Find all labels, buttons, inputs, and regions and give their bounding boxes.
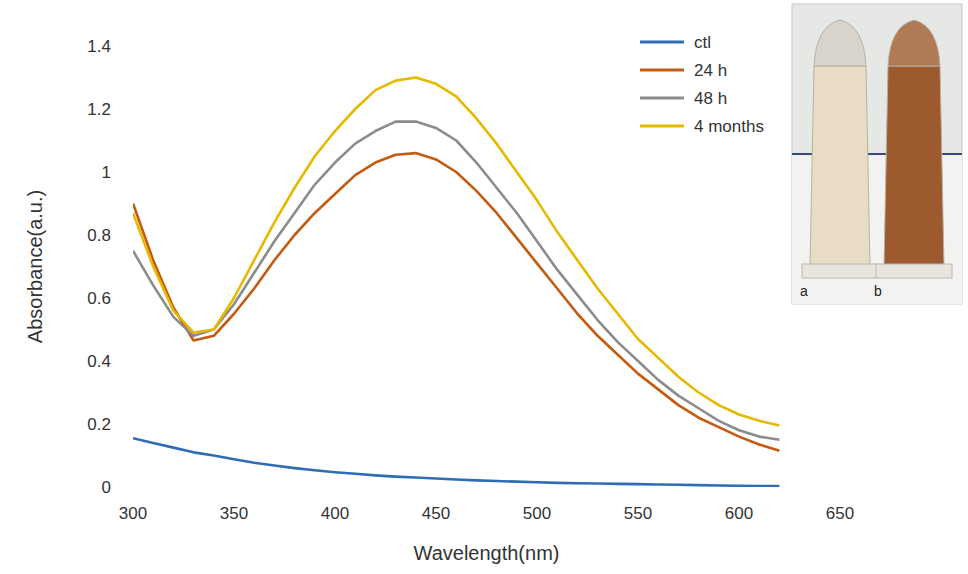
inset-tube-base (802, 264, 878, 278)
inset-tube-cap (888, 20, 940, 66)
series-line (133, 438, 779, 486)
legend-label: 48 h (694, 89, 727, 108)
inset-tube (810, 66, 870, 266)
inset-tube (884, 66, 944, 266)
inset-background (792, 4, 962, 304)
background (0, 0, 968, 574)
legend-swatch (640, 41, 684, 44)
series-line (133, 122, 779, 440)
x-tick-label: 450 (422, 504, 450, 523)
legend-label: ctl (694, 33, 711, 52)
x-tick-label: 350 (220, 504, 248, 523)
inset-label: b (874, 283, 882, 299)
y-tick-label: 0.4 (87, 352, 111, 371)
series-line (133, 78, 779, 426)
inset-label: a (800, 283, 808, 299)
y-tick-label: 0.8 (87, 226, 111, 245)
inset-photo: ab (792, 4, 962, 304)
legend-swatch (640, 97, 684, 100)
y-tick-label: 1.2 (87, 100, 111, 119)
x-tick-label: 600 (725, 504, 753, 523)
y-tick-label: 0 (102, 478, 111, 497)
legend-swatch (640, 125, 684, 128)
x-tick-label: 400 (321, 504, 349, 523)
chart: 0 0.2 0.4 0.6 0.8 1 1.2 1.4 300 350 400 450 500 550 60… (0, 0, 968, 574)
x-axis-title: Wavelength(nm) (414, 542, 560, 564)
x-tick-label: 550 (624, 504, 652, 523)
x-tick-label: 500 (523, 504, 551, 523)
legend-swatch (640, 69, 684, 72)
series-group (133, 78, 779, 487)
y-axis-title: Absorbance(a.u.) (24, 190, 46, 343)
inset-tube-base (876, 264, 952, 278)
legend-label: 24 h (694, 61, 727, 80)
y-tick-label: 0.6 (87, 289, 111, 308)
x-tick-label: 300 (119, 504, 147, 523)
legend-label: 4 months (694, 117, 764, 136)
y-tick-label: 1 (102, 163, 111, 182)
legend: ctl 24 h 48 h 4 months (640, 33, 764, 136)
x-tick-label: 650 (826, 504, 854, 523)
y-tick-label: 1.4 (87, 37, 111, 56)
inset-tube-cap (814, 20, 866, 66)
y-tick-label: 0.2 (87, 415, 111, 434)
